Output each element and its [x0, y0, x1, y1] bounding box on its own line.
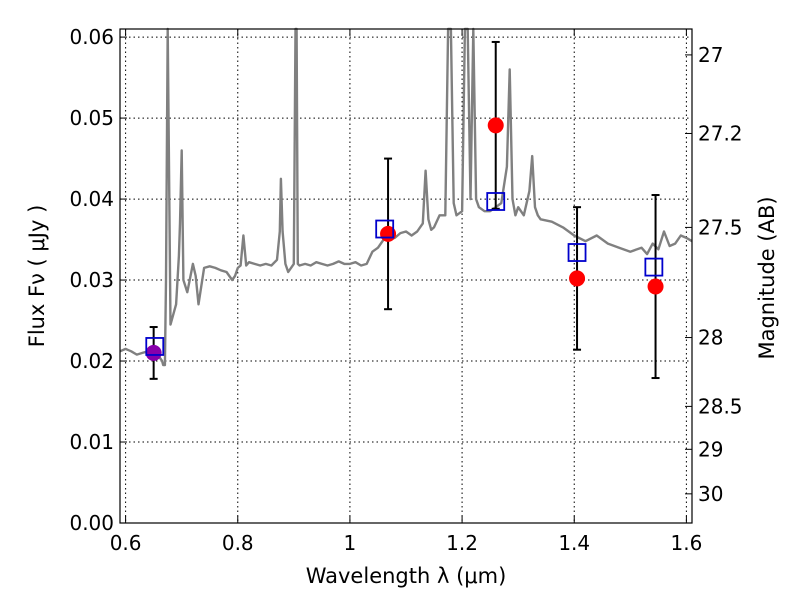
observed-point — [145, 344, 162, 361]
model-points — [145, 192, 664, 356]
y-tick-label: 0.03 — [69, 268, 114, 292]
observed-point — [569, 270, 586, 287]
right-y-tick-label: 30 — [698, 482, 723, 506]
right-y-axis-label: Magnitude (AB) — [755, 196, 779, 359]
x-tick-label: 1.2 — [446, 531, 478, 555]
right-y-tick-label: 27.2 — [698, 121, 743, 145]
x-tick-label: 1 — [344, 531, 357, 555]
plot-frame — [119, 28, 693, 524]
model-spectrum-line — [119, 27, 693, 367]
x-tick-label: 0.8 — [222, 531, 254, 555]
x-tick-label: 1.6 — [670, 531, 702, 555]
model-spectrum — [119, 27, 693, 367]
y-tick-label: 0.00 — [69, 511, 114, 535]
observed-point — [487, 117, 504, 134]
model-point — [644, 257, 664, 277]
y-tick-label: 0.01 — [69, 430, 114, 454]
x-axis-label: Wavelength λ (μm) — [306, 564, 507, 588]
observed-point — [647, 278, 664, 295]
y-tick-label: 0.02 — [69, 349, 114, 373]
model-point — [567, 243, 587, 262]
y-axis-label: Flux Fν ( μJy ) — [25, 205, 49, 348]
x-tick-label: 1.4 — [558, 531, 590, 555]
grid-lines — [120, 29, 692, 524]
model-point — [486, 192, 506, 211]
y-tick-label: 0.05 — [69, 106, 114, 130]
error-bars — [149, 40, 660, 380]
y-tick-label: 0.04 — [69, 187, 114, 211]
model-point — [145, 337, 165, 356]
y-tick-label: 0.06 — [69, 25, 114, 49]
right-y-tick-label: 28.5 — [698, 394, 743, 418]
observed-points — [145, 117, 664, 361]
right-y-tick-label: 27 — [698, 43, 723, 67]
model-point — [375, 219, 395, 239]
axis-ticks: 0.6 0.8 1 1.2 1.4 1.6 0.00 0.01 0.02 0.03 0.04 0.05… — [69, 25, 742, 555]
right-y-tick-label: 29 — [698, 437, 723, 461]
right-y-tick-label: 28 — [698, 326, 723, 350]
right-y-tick-label: 27.5 — [698, 215, 743, 239]
x-tick-label: 0.6 — [110, 531, 142, 555]
